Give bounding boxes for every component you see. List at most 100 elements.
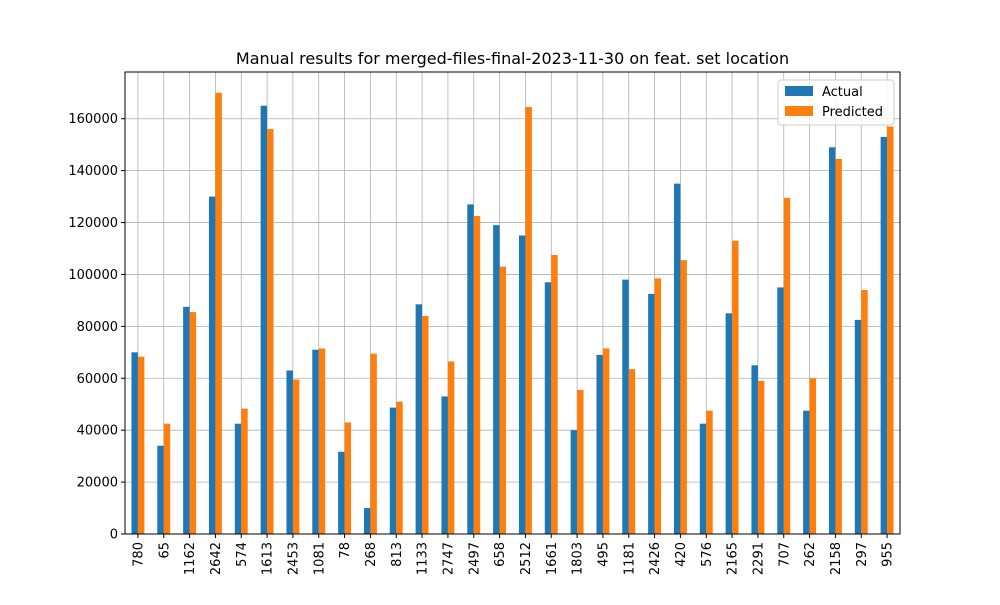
legend-swatch-predicted bbox=[785, 106, 813, 116]
bar-actual-780 bbox=[131, 352, 138, 534]
bar-actual-813 bbox=[389, 407, 397, 534]
x-tick-label: 2747 bbox=[441, 542, 456, 575]
x-tick-label: 955 bbox=[881, 542, 896, 567]
bar-predicted-2497 bbox=[473, 216, 481, 534]
y-tick-label: 60000 bbox=[77, 372, 118, 387]
y-tick-label: 40000 bbox=[77, 424, 118, 439]
bar-predicted-2642 bbox=[215, 92, 222, 535]
bar-actual-268 bbox=[363, 508, 371, 534]
bar-predicted-1133 bbox=[422, 315, 429, 534]
x-tick-label: 2512 bbox=[519, 542, 534, 575]
x-tick-label: 297 bbox=[855, 542, 870, 567]
chart-title: Manual results for merged-files-final-20… bbox=[236, 49, 789, 68]
x-tick-label: 707 bbox=[777, 542, 792, 567]
bar-actual-420 bbox=[673, 183, 681, 534]
x-tick-label: 262 bbox=[803, 542, 818, 567]
bar-predicted-495 bbox=[602, 348, 610, 534]
bar-actual-297 bbox=[854, 319, 862, 534]
bar-actual-955 bbox=[880, 136, 888, 534]
x-tick-label: 78 bbox=[338, 542, 353, 559]
bar-predicted-2453 bbox=[292, 379, 300, 534]
bar-predicted-955 bbox=[887, 126, 894, 534]
bar-actual-1162 bbox=[183, 306, 190, 534]
y-tick-label: 100000 bbox=[68, 268, 118, 283]
bar-predicted-2747 bbox=[447, 361, 455, 534]
bar-predicted-268 bbox=[370, 353, 377, 534]
y-tick-label: 160000 bbox=[68, 112, 118, 127]
bar-actual-2158 bbox=[828, 147, 836, 535]
bar-predicted-576 bbox=[706, 410, 713, 534]
x-tick-label: 1803 bbox=[571, 542, 586, 575]
bar-actual-2165 bbox=[725, 313, 733, 534]
y-tick-label: 140000 bbox=[68, 164, 118, 179]
bar-actual-2512 bbox=[518, 235, 526, 535]
x-tick-label: 2642 bbox=[209, 542, 224, 575]
bar-actual-658 bbox=[493, 225, 500, 534]
bar-actual-1133 bbox=[415, 304, 423, 534]
bar-actual-1661 bbox=[544, 282, 552, 534]
bar-actual-2291 bbox=[751, 365, 758, 534]
bar-predicted-1803 bbox=[577, 389, 584, 534]
bar-layer bbox=[131, 92, 894, 535]
x-tick-label: 2497 bbox=[467, 542, 482, 575]
bar-predicted-574 bbox=[241, 408, 248, 534]
x-tick-label: 1162 bbox=[183, 542, 198, 575]
bar-predicted-297 bbox=[861, 290, 868, 534]
bar-predicted-707 bbox=[783, 197, 791, 534]
bar-actual-65 bbox=[157, 445, 164, 534]
x-tick-label: 2165 bbox=[726, 542, 741, 575]
bar-actual-262 bbox=[803, 410, 810, 534]
bar-actual-2747 bbox=[441, 396, 448, 534]
y-tick-label: 120000 bbox=[68, 216, 118, 231]
x-tick-label: 576 bbox=[700, 542, 715, 567]
legend-label-actual: Actual bbox=[822, 85, 863, 100]
y-tick-label: 80000 bbox=[77, 320, 118, 335]
bar-predicted-78 bbox=[344, 422, 352, 534]
bar-predicted-65 bbox=[163, 423, 171, 534]
x-tick-label: 65 bbox=[157, 542, 172, 559]
bar-predicted-420 bbox=[680, 260, 687, 534]
legend-swatch-actual bbox=[785, 86, 813, 96]
x-tick-label: 658 bbox=[493, 542, 508, 567]
bar-actual-576 bbox=[699, 423, 707, 534]
bar-predicted-780 bbox=[137, 356, 145, 534]
x-tick-label: 574 bbox=[235, 542, 250, 567]
legend: Actual Predicted bbox=[777, 79, 895, 126]
bar-predicted-658 bbox=[499, 266, 507, 534]
x-tick-label: 1661 bbox=[545, 542, 560, 575]
axis-layer: 0 20000 40000 60000 80000 100000 120000 140000 1… bbox=[68, 112, 895, 575]
x-tick-label: 2291 bbox=[751, 542, 766, 575]
y-tick-label: 20000 bbox=[77, 476, 118, 491]
bar-actual-2453 bbox=[286, 370, 293, 534]
bar-predicted-2426 bbox=[654, 278, 662, 534]
bar-predicted-2512 bbox=[525, 107, 532, 534]
bar-actual-1803 bbox=[570, 430, 578, 534]
bar-predicted-1081 bbox=[318, 348, 326, 534]
x-tick-label: 420 bbox=[674, 542, 689, 567]
bar-actual-1081 bbox=[312, 349, 319, 534]
bar-actual-2642 bbox=[208, 196, 216, 534]
x-tick-label: 813 bbox=[390, 542, 405, 567]
bar-predicted-2158 bbox=[835, 158, 842, 534]
plot-frame bbox=[124, 71, 901, 535]
x-tick-label: 2426 bbox=[648, 542, 663, 575]
bar-actual-2497 bbox=[467, 204, 474, 534]
x-tick-label: 268 bbox=[364, 542, 379, 567]
bar-actual-707 bbox=[777, 287, 784, 534]
x-tick-label: 2158 bbox=[829, 542, 844, 575]
x-tick-label: 1133 bbox=[416, 542, 431, 575]
bar-predicted-2165 bbox=[732, 240, 739, 534]
bar-predicted-813 bbox=[396, 401, 403, 534]
bar-predicted-1162 bbox=[189, 312, 197, 534]
legend-label-predicted: Predicted bbox=[822, 105, 883, 120]
x-tick-label: 780 bbox=[131, 542, 146, 567]
bar-predicted-1613 bbox=[267, 129, 274, 534]
bar-predicted-1181 bbox=[628, 369, 636, 534]
y-tick-label: 0 bbox=[110, 528, 118, 543]
bar-actual-495 bbox=[596, 354, 603, 534]
bar-actual-2426 bbox=[648, 293, 655, 534]
bar-actual-1613 bbox=[260, 105, 268, 534]
x-tick-label: 495 bbox=[596, 542, 611, 567]
